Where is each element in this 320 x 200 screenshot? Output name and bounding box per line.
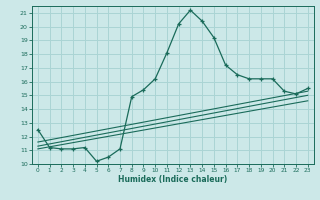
X-axis label: Humidex (Indice chaleur): Humidex (Indice chaleur) [118,175,228,184]
